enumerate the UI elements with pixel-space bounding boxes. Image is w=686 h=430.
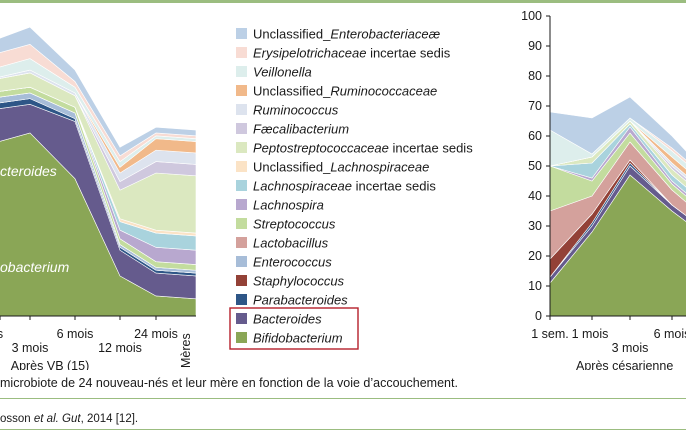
legend-item-lactobacillus: Lactobacillus xyxy=(236,236,329,251)
legend-label: Fæcalibacterium xyxy=(253,122,349,137)
legend-label: Enterococcus xyxy=(253,255,332,270)
x-tick-label-meres: Mères xyxy=(179,333,193,368)
legend-item-lachnospira: Lachnospira xyxy=(236,198,324,213)
top-border xyxy=(0,0,686,3)
y-tick-label: 70 xyxy=(528,99,542,113)
legend-swatch xyxy=(236,66,247,77)
legend-swatch xyxy=(236,218,247,229)
legend-swatch xyxy=(236,85,247,96)
x-axis-title: Après césarienne xyxy=(576,359,673,370)
x-tick-label: s xyxy=(0,327,3,341)
x-tick-label: 3 mois xyxy=(612,341,649,355)
legend-item-unclassified-ruminococcaceae: Unclassified_Ruminococcaceae xyxy=(236,84,437,99)
legend-label: Unclassified_Enterobacteriaceæ xyxy=(253,27,441,42)
legend-swatch xyxy=(236,332,247,343)
legend-item-bifidobacterium: Bifidobacterium xyxy=(236,331,343,346)
area-layers xyxy=(549,96,686,317)
y-tick-label: 20 xyxy=(528,249,542,263)
caption-text: microbiote de 24 nouveau-nés et leur mèr… xyxy=(0,376,458,390)
y-tick-label: 40 xyxy=(528,189,542,203)
legend-label: Bacteroides xyxy=(253,312,322,327)
x-tick-label: 6 mois xyxy=(654,327,686,341)
y-tick-label: 80 xyxy=(528,69,542,83)
legend-swatch xyxy=(236,237,247,248)
x-axis-title: Après VB (15) xyxy=(11,359,90,370)
legend-swatch xyxy=(236,294,247,305)
legend-highlight-box xyxy=(229,307,359,350)
legend-label: Lachnospiraceae incertae sedis xyxy=(253,179,436,194)
legend-swatch xyxy=(236,313,247,324)
legend-item-streptococcus: Streptococcus xyxy=(236,217,336,232)
plot-label-bacteroides: cteroides xyxy=(0,163,57,179)
x-tick-label: 1 mois xyxy=(572,327,609,341)
x-tick-label: 6 mois xyxy=(57,327,94,341)
legend-label: Veillonella xyxy=(253,65,312,80)
y-tick-label: 60 xyxy=(528,129,542,143)
legend-item-parabacteroides: Parabacteroides xyxy=(236,293,348,308)
legend-swatch xyxy=(236,256,247,267)
legend-label: Erysipelotrichaceae incertae sedis xyxy=(253,46,451,61)
y-tick-label: 30 xyxy=(528,219,542,233)
legend-swatch xyxy=(236,180,247,191)
y-tick-label: 90 xyxy=(528,39,542,53)
area-layers xyxy=(0,26,196,317)
legend-item-enterococcus: Enterococcus xyxy=(236,255,332,270)
legend-swatch xyxy=(236,28,247,39)
legend-label: Streptococcus xyxy=(253,217,336,232)
legend-label: Bifidobacterium xyxy=(253,331,343,346)
legend-swatch xyxy=(236,199,247,210)
legend-swatch xyxy=(236,104,247,115)
legend-item-ruminococcus: Ruminococcus xyxy=(236,103,339,118)
caption-divider xyxy=(0,398,686,399)
figure-caption: microbiote de 24 nouveau-nés et leur mèr… xyxy=(0,376,458,390)
figure-source: osson et al. Gut, 2014 [12]. xyxy=(0,413,138,425)
y-tick-label: 10 xyxy=(528,279,542,293)
area-unclassified-enterobacteriaceae xyxy=(549,96,686,161)
legend-label: Parabacteroides xyxy=(253,293,348,308)
source-prefix: osson xyxy=(0,413,34,425)
source-journal: et al. Gut xyxy=(33,413,81,425)
y-tick-label: 100 xyxy=(521,9,542,23)
legend-swatch xyxy=(236,275,247,286)
x-tick-label: 1 sem. xyxy=(531,327,569,341)
source-suffix: , 2014 [12]. xyxy=(80,413,139,425)
y-tick-label: 0 xyxy=(535,309,542,323)
legend-item-staphylococcus: Staphylococcus xyxy=(236,274,345,289)
legend-swatch xyxy=(236,161,247,172)
legend-label: Lachnospira xyxy=(253,198,324,213)
legend-swatch xyxy=(236,47,247,58)
x-tick-label: 3 mois xyxy=(12,341,49,355)
legend-item-erysipelotrichaceae-incertae-sedis: Erysipelotrichaceae incertae sedis xyxy=(236,46,451,61)
legend-item-faecalibacterium: Fæcalibacterium xyxy=(236,122,349,137)
area-unclassified-enterobacteriaceae xyxy=(0,26,196,157)
legend-label: Unclassified_Ruminococcaceae xyxy=(253,84,437,99)
legend-item-veillonella: Veillonella xyxy=(236,65,312,80)
legend-item-peptostreptococcaceae-incertae-sedis: Peptostreptococcaceae incertae sedis xyxy=(236,141,473,156)
legend-item-lachnospiraceae-incertae-sedis: Lachnospiraceae incertae sedis xyxy=(236,179,436,194)
legend-item-unclassified-enterobacteriaceae: Unclassified_Enterobacteriaceæ xyxy=(236,27,441,42)
legend-swatch xyxy=(236,142,247,153)
legend-swatch xyxy=(236,123,247,134)
legend-label: Lactobacillus xyxy=(253,236,329,251)
plot-label-bifidobacterium: obacterium xyxy=(0,259,70,275)
legend-item-unclassified-lachnospiraceae: Unclassified_Lachnospiraceae xyxy=(236,160,429,175)
legend: Unclassified_Enterobacteriaceæ Erysipelot… xyxy=(229,27,473,350)
x-tick-label: 12 mois xyxy=(98,341,142,355)
legend-label: Unclassified_Lachnospiraceae xyxy=(253,160,429,175)
y-tick-label: 50 xyxy=(528,159,542,173)
legend-label: Staphylococcus xyxy=(253,274,345,289)
legend-item-bacteroides: Bacteroides xyxy=(236,312,322,327)
x-tick-label: 24 mois xyxy=(134,327,178,341)
legend-label: Ruminococcus xyxy=(253,103,339,118)
legend-label: Peptostreptococcaceae incertae sedis xyxy=(253,141,473,156)
